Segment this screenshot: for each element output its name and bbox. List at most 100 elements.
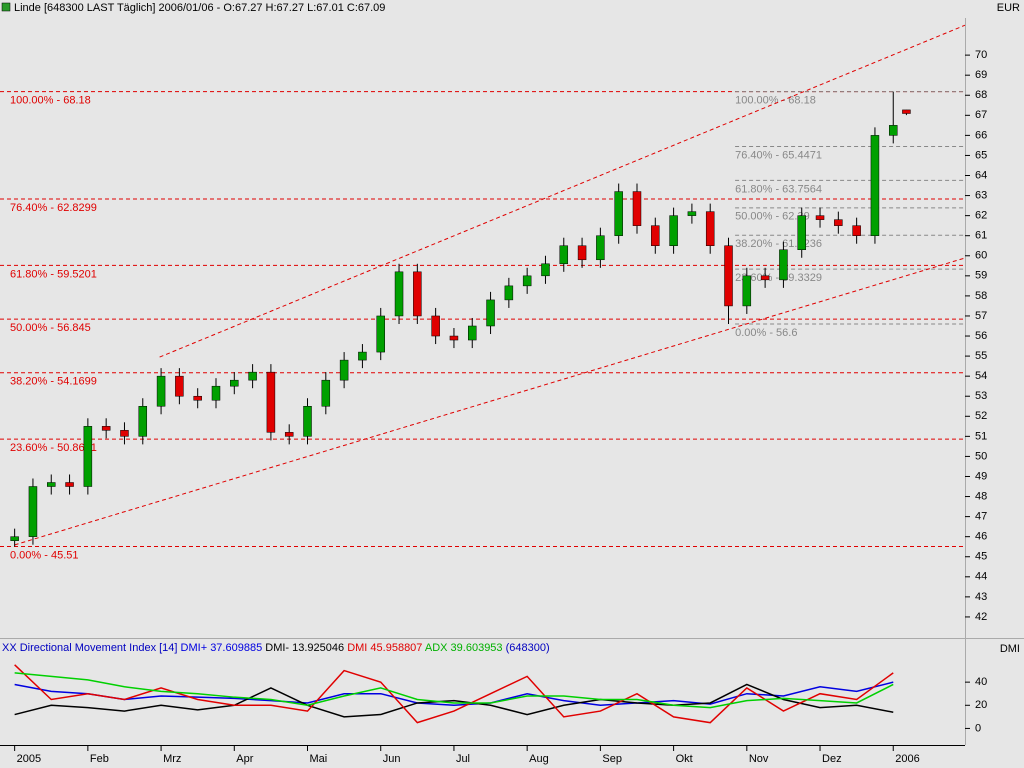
candle-body bbox=[596, 235, 605, 261]
candle-body bbox=[138, 406, 148, 437]
candle-body bbox=[321, 379, 331, 407]
fib-label: 61.80% - 59.5201 bbox=[10, 268, 97, 280]
candle-body bbox=[83, 426, 93, 487]
candle-body bbox=[303, 406, 312, 437]
y-tick-label: 55 bbox=[975, 350, 987, 362]
candle-body bbox=[705, 211, 715, 246]
y-tick-label: 70 bbox=[975, 49, 987, 61]
dmi-line bbox=[14, 664, 894, 724]
candle-body bbox=[797, 215, 806, 250]
candle-body bbox=[522, 275, 532, 287]
dmi-axis-label: DMI bbox=[1000, 643, 1020, 655]
candle-body bbox=[339, 359, 349, 381]
trendline bbox=[14, 257, 966, 546]
dmi-suffix: (648300) bbox=[506, 642, 550, 654]
x-tick-label: 2005 bbox=[17, 753, 41, 765]
dmi-line bbox=[14, 672, 894, 709]
legend-entry: DMI+ 37.609885 bbox=[181, 642, 263, 654]
x-tick-label: Mai bbox=[310, 753, 328, 765]
candle-body bbox=[156, 375, 166, 407]
candle-body bbox=[724, 245, 733, 307]
y-tick-label: 57 bbox=[975, 310, 987, 322]
fib-label: 50.00% - 56.845 bbox=[10, 322, 91, 334]
candle-body bbox=[266, 371, 276, 433]
fib-label-right: 23.60% - 59.3329 bbox=[735, 272, 822, 284]
candle-body bbox=[193, 395, 202, 401]
fib-label-right: 100.00% - 68.18 bbox=[735, 95, 816, 107]
candle-body bbox=[47, 482, 56, 487]
candle-body bbox=[687, 211, 697, 216]
y-tick-label: 45 bbox=[975, 551, 987, 563]
y-tick-label: 63 bbox=[975, 189, 987, 201]
y-tick-label: 51 bbox=[975, 430, 987, 442]
y-tick-label: 50 bbox=[975, 450, 987, 462]
candle-body bbox=[486, 299, 495, 327]
y-tick-label: 46 bbox=[975, 531, 987, 543]
candle-body bbox=[431, 315, 440, 337]
y-tick-label: 47 bbox=[975, 511, 987, 523]
candle-body bbox=[779, 249, 788, 281]
x-tick-label: Sep bbox=[602, 753, 622, 765]
x-tick-label: Okt bbox=[676, 753, 693, 765]
candle-body bbox=[902, 109, 911, 114]
y-tick-label: 68 bbox=[975, 89, 987, 101]
x-tick-label: 2006 bbox=[895, 753, 919, 765]
candle-body bbox=[614, 191, 623, 236]
candle-body bbox=[449, 335, 459, 341]
x-tick-label: Feb bbox=[90, 753, 109, 765]
candle-body bbox=[358, 351, 367, 361]
candle-body bbox=[815, 215, 825, 220]
y-tick-label: 59 bbox=[975, 270, 987, 282]
y-tick-label: 44 bbox=[975, 571, 987, 583]
y-tick-label: 67 bbox=[975, 109, 987, 121]
fib-label-right: 50.00% - 62.39 bbox=[735, 211, 810, 223]
y-tick-label: 66 bbox=[975, 129, 987, 141]
y-tick-label: 56 bbox=[975, 330, 987, 342]
y-tick-label: 62 bbox=[975, 210, 987, 222]
y-tick-label: 54 bbox=[975, 370, 987, 382]
candle-body bbox=[65, 482, 74, 487]
candle-body bbox=[632, 191, 642, 226]
y-tick-label: 60 bbox=[975, 250, 987, 262]
candle-body bbox=[230, 379, 239, 387]
candle-body bbox=[211, 385, 221, 401]
y-tick-label: 64 bbox=[975, 169, 987, 181]
currency-label: EUR bbox=[997, 2, 1020, 14]
fib-label: 23.60% - 50.8601 bbox=[10, 442, 97, 454]
candle-body bbox=[28, 486, 38, 537]
candle-body bbox=[742, 275, 752, 307]
fib-label-right: 76.40% - 65.4471 bbox=[735, 149, 822, 161]
dmi-title: XX Directional Movement Index [14] bbox=[2, 642, 177, 654]
candle-body bbox=[852, 225, 861, 236]
fib-label-right: 61.80% - 63.7564 bbox=[735, 183, 822, 195]
x-tick-label: Jun bbox=[383, 753, 401, 765]
y-tick-label: 40 bbox=[975, 676, 987, 688]
y-tick-label: 58 bbox=[975, 290, 987, 302]
fib-label: 0.00% - 45.51 bbox=[10, 549, 79, 561]
candle-body bbox=[504, 285, 514, 301]
candle-body bbox=[175, 375, 184, 397]
y-tick-label: 61 bbox=[975, 230, 987, 242]
candle-body bbox=[248, 371, 257, 381]
x-tick-label: Dez bbox=[822, 753, 842, 765]
y-tick-label: 20 bbox=[975, 699, 987, 711]
candle-body bbox=[669, 215, 678, 246]
candle-body bbox=[541, 263, 550, 277]
x-tick-label: Mrz bbox=[163, 753, 181, 765]
candle-body bbox=[834, 219, 843, 226]
candle-body bbox=[101, 426, 111, 431]
candle-body bbox=[559, 245, 569, 265]
fib-label: 38.20% - 54.1699 bbox=[10, 376, 97, 388]
trendline bbox=[159, 24, 966, 358]
fib-label: 76.40% - 62.8299 bbox=[10, 202, 97, 214]
candle-body bbox=[284, 432, 294, 437]
candle-body bbox=[376, 315, 385, 353]
legend-entry: DMI 45.958807 bbox=[347, 642, 422, 654]
candle-body bbox=[888, 125, 898, 136]
y-tick-label: 53 bbox=[975, 390, 987, 402]
x-tick-label: Nov bbox=[749, 753, 769, 765]
icon bbox=[1, 2, 11, 12]
y-tick-label: 0 bbox=[975, 722, 981, 734]
candle-body bbox=[651, 225, 660, 246]
